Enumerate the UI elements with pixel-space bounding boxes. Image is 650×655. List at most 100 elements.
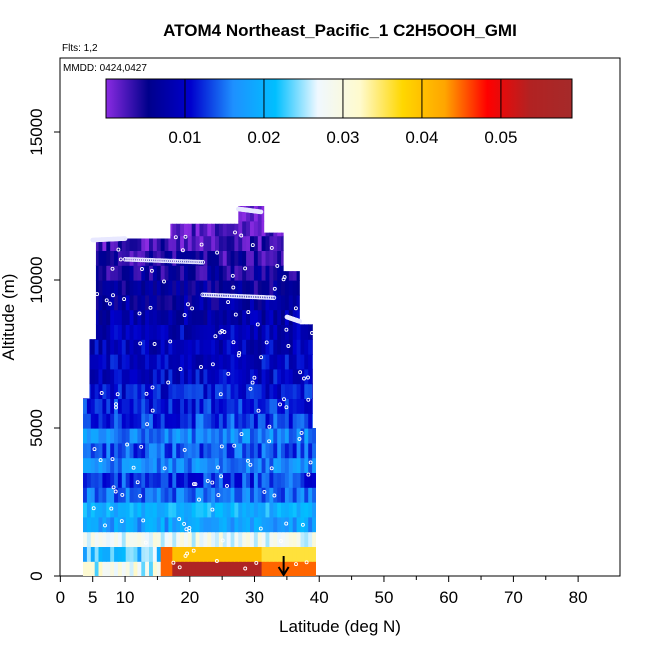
- heatmap-cell: [199, 531, 204, 547]
- heatmap-cell: [133, 531, 138, 547]
- heatmap-cell: [261, 294, 267, 311]
- heatmap-cell: [176, 442, 181, 459]
- heatmap-cell: [234, 531, 239, 547]
- heatmap-cell: [253, 472, 259, 488]
- heatmap-cell: [195, 413, 201, 429]
- heatmap-cell: [83, 250, 88, 266]
- heatmap-cell: [106, 368, 111, 385]
- location-marker: [277, 556, 290, 577]
- heatmap-cell: [277, 516, 282, 533]
- heatmap-cell: [149, 206, 154, 222]
- heatmap-cell: [215, 516, 220, 533]
- heatmap-cell: [102, 206, 107, 222]
- heatmap-cell: [145, 206, 150, 222]
- heatmap-cell: [199, 502, 204, 518]
- heatmap-cell: [261, 235, 267, 251]
- heatmap-cell: [129, 383, 135, 399]
- heatmap-cell: [211, 546, 216, 562]
- heatmap-cell: [226, 294, 232, 311]
- heatmap-cell: [269, 250, 274, 266]
- heatmap-cell: [207, 294, 212, 311]
- heatmap-cell: [137, 354, 142, 370]
- heatmap-cell: [203, 487, 208, 503]
- heatmap-cell: [168, 368, 173, 385]
- heatmap-cell: [284, 487, 290, 503]
- heatmap-cell: [102, 442, 107, 459]
- heatmap-cell: [234, 354, 239, 370]
- heatmap-cell: [102, 546, 107, 562]
- heatmap-cell: [117, 354, 123, 370]
- heatmap-cell: [180, 413, 185, 429]
- heatmap-cell: [218, 398, 224, 414]
- observation-points: [91, 230, 314, 571]
- heatmap-cell: [152, 368, 158, 385]
- heatmap-cell: [184, 398, 189, 414]
- heatmap-cell: [176, 546, 181, 562]
- heatmap-cell: [199, 398, 204, 414]
- heatmap-cell: [156, 368, 162, 385]
- heatmap-cell: [281, 428, 286, 444]
- heatmap-cell: [149, 324, 154, 340]
- heatmap-cell: [145, 324, 150, 340]
- observation-point: [216, 493, 221, 498]
- heatmap-cell: [234, 339, 239, 355]
- heatmap-cell: [261, 220, 267, 237]
- heatmap-cell: [184, 502, 189, 518]
- heatmap-cell: [207, 339, 212, 355]
- heatmap-cell: [86, 413, 92, 429]
- heatmap-cell: [117, 457, 123, 473]
- heatmap-cell: [125, 487, 131, 503]
- heatmap-cell: [133, 472, 138, 488]
- heatmap-cell: [253, 561, 259, 576]
- observation-point: [255, 322, 260, 327]
- heatmap-cell: [242, 472, 247, 488]
- heatmap-cell: [86, 309, 92, 325]
- heatmap-cell: [277, 472, 282, 488]
- heatmap-cell: [195, 442, 201, 459]
- heatmap-cell: [176, 472, 181, 488]
- heatmap-cell: [253, 368, 259, 385]
- heatmap-cell: [269, 413, 274, 429]
- heatmap-cell: [125, 294, 131, 311]
- observation-point: [173, 235, 178, 240]
- heatmap-cell: [180, 206, 185, 222]
- heatmap-cell: [195, 428, 201, 444]
- heatmap-cell: [133, 383, 138, 399]
- heatmap-cell: [253, 442, 259, 459]
- observation-point: [220, 329, 224, 333]
- heatmap-cell: [187, 472, 193, 488]
- heatmap-cell: [226, 457, 232, 473]
- heatmap-cell: [257, 368, 263, 385]
- heatmap-cell: [296, 487, 302, 503]
- heatmap-cell: [187, 294, 193, 311]
- heatmap-cell: [308, 502, 313, 518]
- observation-point: [177, 565, 182, 570]
- heatmap-cell: [215, 280, 220, 296]
- heatmap-cell: [83, 280, 88, 296]
- observation-point: [107, 301, 112, 306]
- heatmap-cell: [195, 398, 201, 414]
- heatmap-cell: [312, 220, 316, 237]
- observation-point: [120, 492, 125, 497]
- heatmap-cell: [265, 383, 270, 399]
- observation-point: [150, 385, 155, 390]
- heatmap-cell: [292, 516, 298, 533]
- heatmap-cell: [152, 472, 158, 488]
- heatmap-cell: [125, 309, 131, 325]
- heatmap-cell: [141, 354, 146, 370]
- heatmap-cell: [133, 502, 138, 518]
- flight-tracks: [90, 206, 303, 324]
- observation-point: [98, 458, 103, 463]
- x-tick-label: 40: [310, 588, 329, 607]
- heatmap-cell: [110, 413, 115, 429]
- observation-point: [293, 306, 298, 311]
- heatmap-cell: [230, 531, 236, 547]
- heatmap-cell: [269, 368, 274, 385]
- heatmap-cell: [164, 383, 170, 399]
- heatmap-cell: [250, 206, 255, 222]
- heatmap-cell: [133, 428, 138, 444]
- heatmap-cell: [90, 368, 96, 385]
- heatmap-cell: [180, 442, 185, 459]
- heatmap-cell: [203, 516, 208, 533]
- heatmap-cell: [215, 546, 220, 562]
